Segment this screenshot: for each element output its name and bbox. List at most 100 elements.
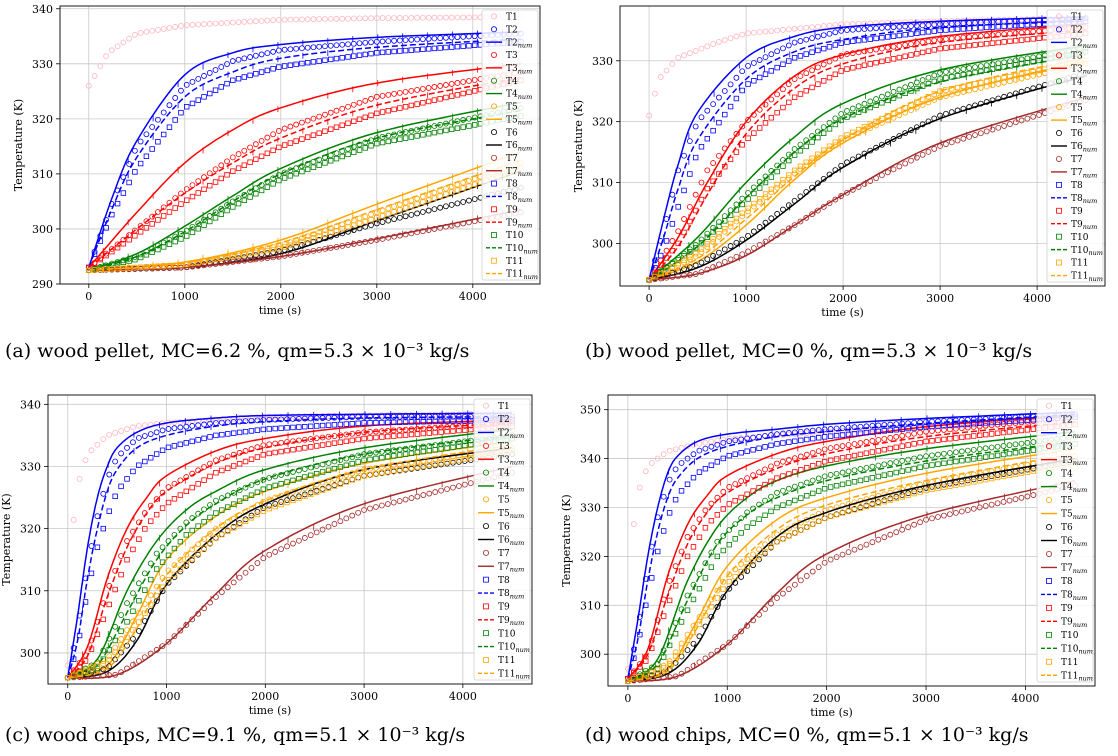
series-T2 xyxy=(85,30,524,271)
point-T9 xyxy=(106,601,112,608)
legend-label: T6num xyxy=(1071,142,1097,153)
legend-item-T5num: T5num xyxy=(1041,510,1087,521)
legend-label: T5num xyxy=(506,115,532,126)
point-T7 xyxy=(438,487,445,494)
point-T6 xyxy=(714,604,721,610)
x-tick-label: 2000 xyxy=(251,690,279,703)
series-T10 xyxy=(86,113,524,273)
x-tick-label: 0 xyxy=(85,290,92,303)
point-T9 xyxy=(751,130,757,136)
legend-item-T1: T1 xyxy=(1045,402,1073,412)
point-T2 xyxy=(272,416,279,423)
point-T3 xyxy=(681,216,687,222)
point-T11 xyxy=(816,518,822,524)
legend-marker xyxy=(483,576,489,583)
point-T10 xyxy=(687,249,693,255)
point-T7 xyxy=(970,505,977,512)
point-T8 xyxy=(905,425,911,432)
point-T8 xyxy=(869,429,876,435)
point-T2 xyxy=(137,138,144,145)
y-tick-label: 320 xyxy=(580,550,601,563)
point-T9 xyxy=(230,168,236,174)
point-T3 xyxy=(726,484,733,490)
point-T10 xyxy=(462,442,468,449)
line-T5num xyxy=(88,151,522,271)
point-T11 xyxy=(339,226,345,232)
point-T11 xyxy=(189,556,195,562)
point-T2 xyxy=(893,421,900,427)
point-T1 xyxy=(797,25,804,32)
point-T7 xyxy=(972,132,978,138)
legend-label: T9num xyxy=(506,218,532,229)
point-T1 xyxy=(630,521,637,528)
legend-label: T4 xyxy=(506,77,518,87)
point-T10 xyxy=(768,174,775,180)
point-T4 xyxy=(994,443,1001,450)
point-T1 xyxy=(316,16,323,23)
point-T6 xyxy=(750,562,757,569)
point-T6 xyxy=(995,95,1002,102)
point-T2 xyxy=(702,445,709,452)
point-T7 xyxy=(1000,499,1007,505)
point-T10 xyxy=(460,124,466,130)
point-T11 xyxy=(391,468,397,474)
series-T6num xyxy=(648,75,1086,281)
point-T7 xyxy=(820,203,827,210)
point-T6 xyxy=(444,460,450,467)
point-T2 xyxy=(867,25,874,32)
point-T1 xyxy=(642,468,649,475)
legend: T1T2T2numT3T3numT4T4numT5T5numT6T6numT7T… xyxy=(1046,9,1104,283)
point-T1 xyxy=(106,431,113,438)
point-T1 xyxy=(258,17,265,24)
point-T11 xyxy=(905,492,911,498)
point-T9 xyxy=(994,430,1001,436)
legend-marker xyxy=(483,630,489,637)
point-T3 xyxy=(299,119,305,126)
y-tick-label: 310 xyxy=(20,585,41,598)
point-T8 xyxy=(917,424,923,431)
point-T7 xyxy=(958,508,965,515)
point-T4 xyxy=(733,201,740,208)
point-T7 xyxy=(420,492,427,498)
point-T7 xyxy=(1030,492,1037,498)
point-T6 xyxy=(159,588,166,595)
point-T11 xyxy=(308,491,314,497)
legend-marker xyxy=(1045,550,1052,557)
point-T8 xyxy=(136,462,142,468)
legend-label: T5num xyxy=(1061,510,1087,521)
point-T10 xyxy=(965,457,971,463)
point-T10 xyxy=(899,468,905,474)
point-T8 xyxy=(207,90,213,97)
point-T10 xyxy=(379,454,385,461)
point-T4 xyxy=(1007,58,1013,65)
point-T10 xyxy=(692,245,699,251)
point-T3 xyxy=(235,151,242,157)
point-T1 xyxy=(460,14,467,21)
point-T2 xyxy=(660,493,667,500)
point-T11 xyxy=(911,490,917,497)
point-T8 xyxy=(408,47,415,53)
point-T1 xyxy=(108,47,115,54)
point-T9 xyxy=(863,450,870,456)
point-T1 xyxy=(82,457,89,464)
series-T7num xyxy=(67,465,513,680)
point-T7 xyxy=(419,228,426,235)
series-T2num xyxy=(88,29,521,268)
point-T6 xyxy=(425,207,432,214)
point-T2 xyxy=(183,423,190,430)
point-T9 xyxy=(971,433,977,439)
point-T4 xyxy=(881,461,888,468)
point-T9 xyxy=(768,478,774,485)
point-T6 xyxy=(471,196,478,203)
point-T5 xyxy=(287,239,294,246)
point-T3 xyxy=(774,460,780,467)
point-T10 xyxy=(756,516,762,522)
point-T10 xyxy=(838,117,844,123)
point-T4 xyxy=(1024,55,1031,62)
point-T10 xyxy=(247,194,253,200)
point-T3 xyxy=(815,448,822,455)
point-T7 xyxy=(1030,113,1037,120)
point-T3 xyxy=(686,203,693,210)
point-T9 xyxy=(402,104,409,110)
point-T6 xyxy=(878,141,885,148)
